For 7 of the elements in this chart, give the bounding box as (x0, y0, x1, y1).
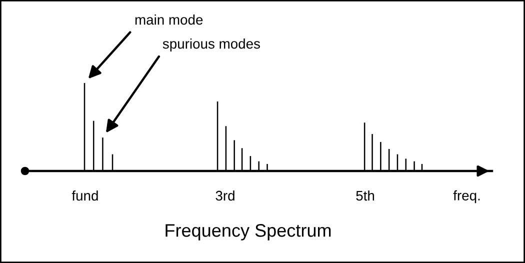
text: Frequency Spectrum (166, 224, 331, 240)
annotation: main mode (135, 14, 203, 25)
x-tick-label: 3rd (216, 190, 234, 201)
x-tick-label: 5th (356, 190, 374, 201)
annotation: spurious modes (162, 38, 260, 52)
x-axis-title: freq. (453, 190, 480, 204)
x-tick-label: fund (72, 190, 98, 201)
